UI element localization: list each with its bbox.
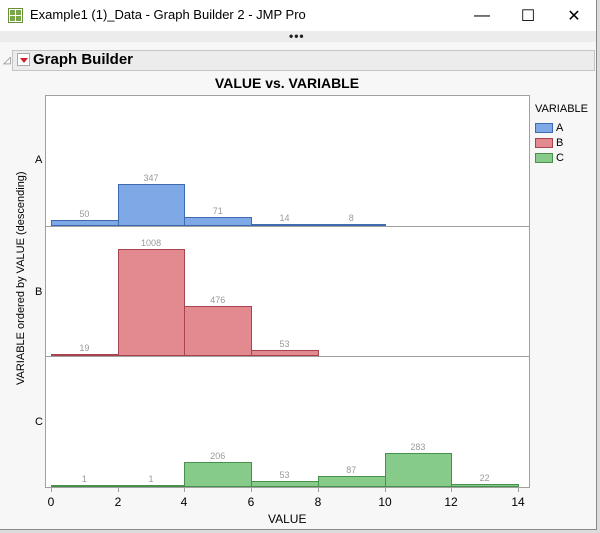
x-tick-label: 6: [247, 495, 255, 509]
maximize-icon: ☐: [520, 7, 536, 25]
legend-swatch-b: [535, 138, 553, 148]
bar-value-label: 53: [279, 470, 290, 480]
x-tick: [518, 487, 519, 492]
bar-value-label: 476: [210, 295, 226, 305]
histogram-bar-c[interactable]: [384, 453, 453, 487]
bar-value-label: 8: [348, 213, 354, 223]
x-tick: [385, 487, 386, 492]
panel-label-c: C: [35, 416, 43, 428]
x-tick-label: 10: [378, 495, 392, 509]
x-tick: [251, 487, 252, 492]
histogram-bar-c[interactable]: [184, 462, 253, 487]
histogram-bar-a[interactable]: [51, 220, 119, 226]
window-title: Example1 (1)_Data - Graph Builder 2 - JM…: [30, 7, 306, 22]
close-icon: ✕: [567, 7, 581, 25]
x-tick-label: 4: [180, 495, 188, 509]
x-tick-label: 12: [444, 495, 458, 509]
panel-label-a: A: [35, 154, 43, 166]
legend-title: VARIABLE: [535, 103, 588, 115]
histogram-bar-b[interactable]: [117, 249, 186, 356]
outline-header: [12, 50, 595, 71]
bar-value-label: 283: [410, 442, 426, 452]
histogram-bar-c[interactable]: [51, 485, 119, 487]
legend-item-a[interactable]: A: [535, 122, 563, 134]
histogram-bar-c[interactable]: [451, 484, 519, 487]
bar-value-label: 1: [81, 474, 87, 484]
disclosure-triangle-icon[interactable]: ◿: [3, 55, 11, 66]
bar-value-label: 206: [210, 451, 226, 461]
histogram-bar-b[interactable]: [184, 306, 253, 356]
minimize-icon: —: [474, 6, 490, 24]
histogram-bar-b[interactable]: [51, 354, 119, 356]
legend-item-b[interactable]: B: [535, 137, 563, 149]
x-axis-label: VALUE: [268, 512, 307, 526]
panel-label-b: B: [35, 286, 43, 298]
bar-value-label: 1008: [141, 238, 162, 248]
x-tick: [451, 487, 452, 492]
jmp-app-icon: [8, 8, 23, 23]
x-tick-label: 8: [314, 495, 322, 509]
legend-item-c[interactable]: C: [535, 152, 564, 164]
red-triangle-menu-icon[interactable]: [17, 53, 30, 66]
x-tick-label: 2: [114, 495, 122, 509]
bar-value-label: 87: [346, 465, 357, 475]
title-bar[interactable]: Example1 (1)_Data - Graph Builder 2 - JM…: [0, 0, 596, 31]
bar-value-label: 53: [279, 339, 290, 349]
chart-title: VALUE vs. VARIABLE: [214, 75, 360, 91]
minimize-button[interactable]: —: [459, 0, 505, 31]
maximize-button[interactable]: ☐: [505, 0, 551, 31]
x-tick-label: 0: [47, 495, 55, 509]
bar-value-label: 19: [79, 343, 90, 353]
histogram-bar-a[interactable]: [251, 224, 319, 226]
panel-divider: [45, 226, 530, 227]
bar-value-label: 14: [279, 213, 290, 223]
x-tick: [318, 487, 319, 492]
histogram-bar-a[interactable]: [117, 184, 186, 226]
x-tick: [184, 487, 185, 492]
histogram-bar-c[interactable]: [317, 476, 386, 487]
x-tick: [118, 487, 119, 492]
histogram-bar-a[interactable]: [317, 224, 386, 226]
histogram-bar-b[interactable]: [251, 350, 319, 356]
histogram-bar-c[interactable]: [117, 485, 186, 487]
bar-value-label: 22: [479, 473, 490, 483]
bar-value-label: 50: [79, 209, 90, 219]
close-button[interactable]: ✕: [551, 0, 597, 31]
histogram-bar-a[interactable]: [184, 217, 253, 226]
bar-value-label: 71: [212, 206, 223, 216]
x-tick-label: 14: [511, 495, 525, 509]
outline-title: Graph Builder: [33, 51, 134, 68]
toolbar-strip: [0, 31, 596, 42]
histogram-bar-c[interactable]: [251, 481, 319, 487]
bar-value-label: 347: [143, 173, 159, 183]
x-tick: [51, 487, 52, 492]
y-axis-label: VARIABLE ordered by VALUE (descending): [15, 171, 27, 385]
panel-divider: [45, 356, 530, 357]
legend-swatch-c: [535, 153, 553, 163]
bar-value-label: 1: [148, 474, 154, 484]
more-options-icon[interactable]: •••: [289, 29, 305, 43]
legend-swatch-a: [535, 123, 553, 133]
